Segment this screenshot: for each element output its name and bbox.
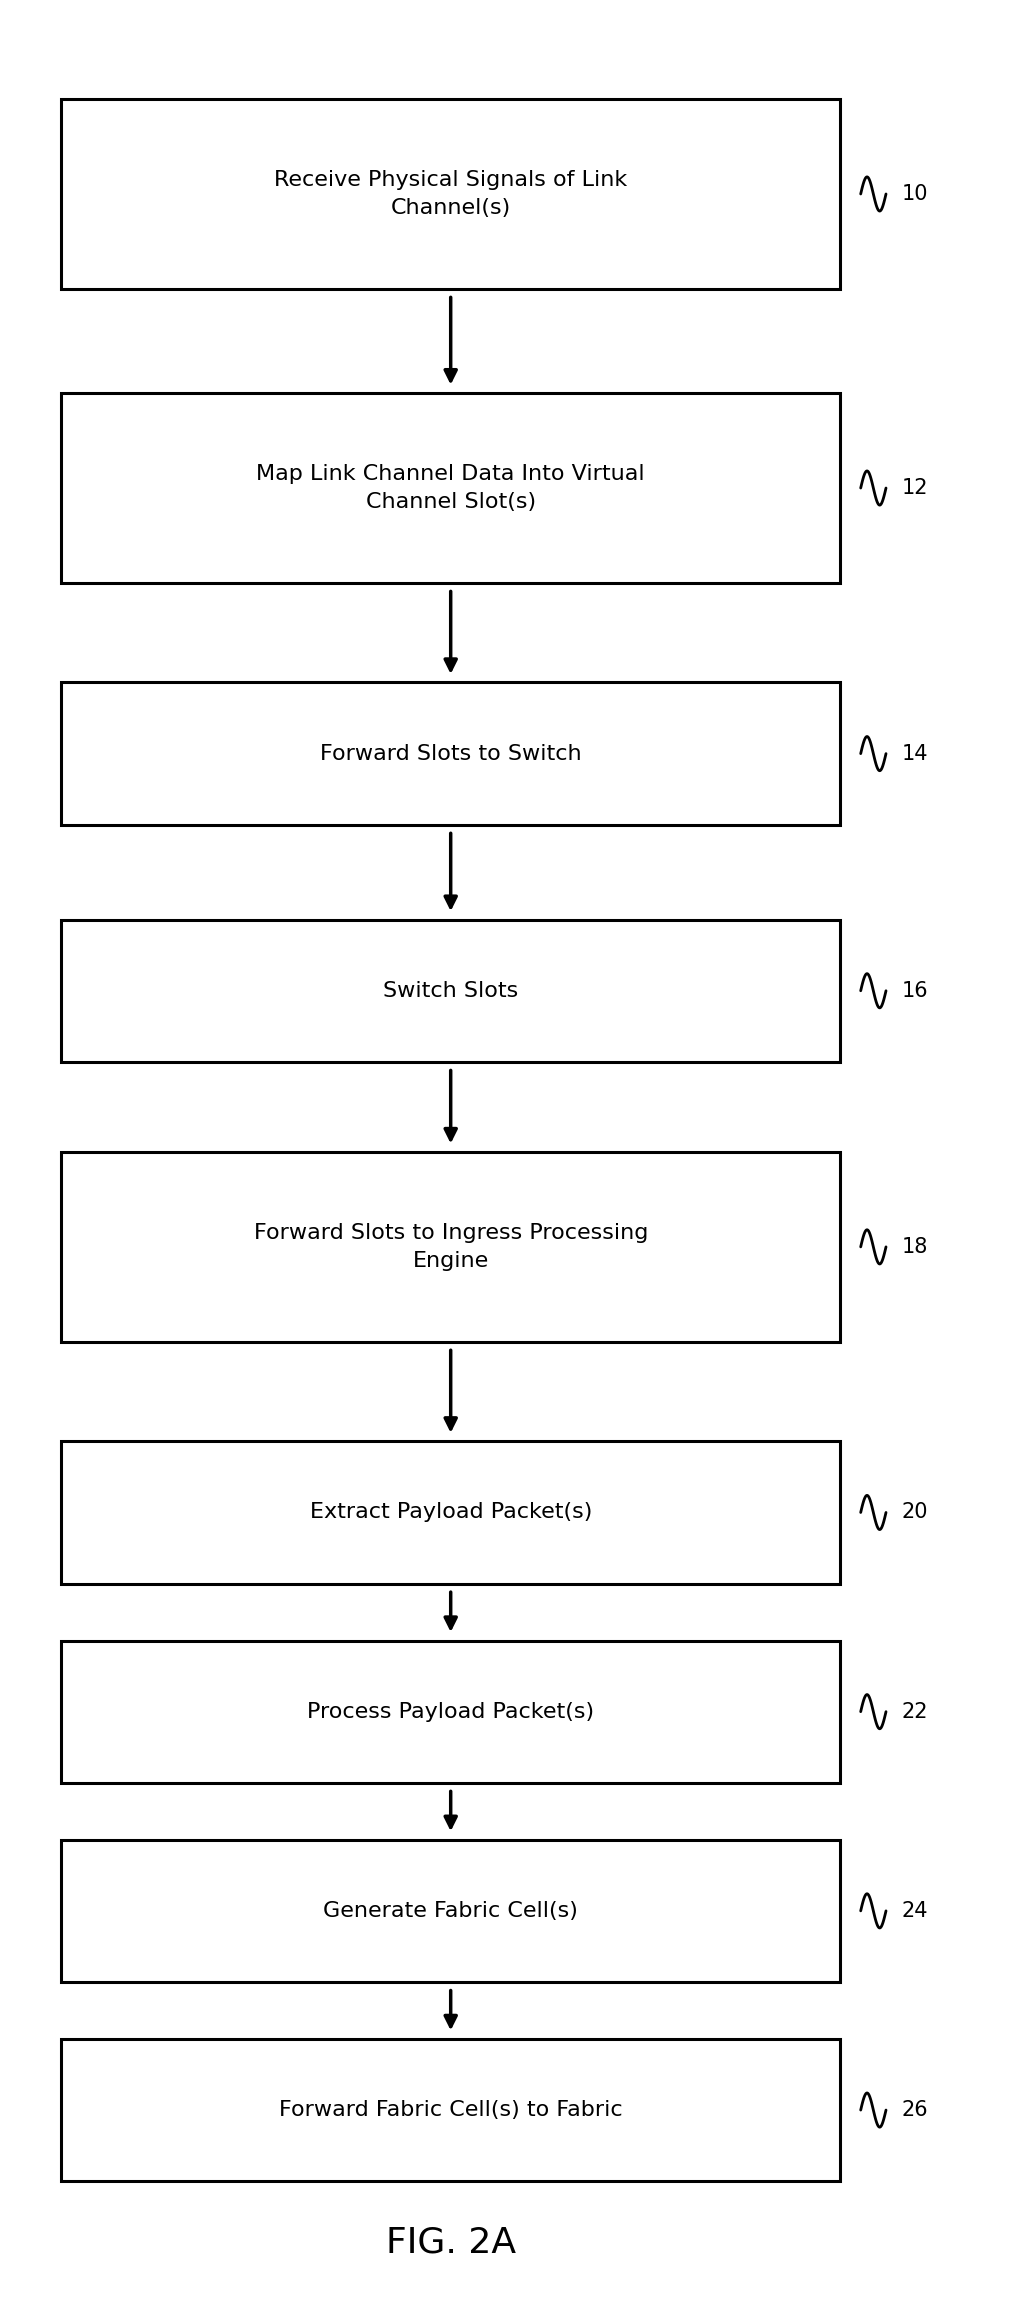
Bar [61,1152,841,1343]
Text: Generate Fabric Cell(s): Generate Fabric Cell(s) [323,1900,578,1921]
Text: 24: 24 [901,1900,928,1921]
Text: 10: 10 [901,184,928,204]
Bar [61,100,841,288]
Text: Process Payload Packet(s): Process Payload Packet(s) [307,1703,594,1721]
Text: Extract Payload Packet(s): Extract Payload Packet(s) [310,1503,592,1522]
Text: 22: 22 [901,1703,928,1721]
Text: 26: 26 [901,2100,928,2121]
Bar [61,2040,841,2181]
Bar [61,683,841,825]
Text: Forward Slots to Switch: Forward Slots to Switch [320,743,582,764]
Text: Receive Physical Signals of Link
Channel(s): Receive Physical Signals of Link Channel… [274,170,627,218]
Text: 14: 14 [901,743,928,764]
Bar [61,393,841,583]
Text: FIG. 2A: FIG. 2A [385,2225,515,2260]
Text: 18: 18 [901,1236,928,1257]
Bar [61,920,841,1062]
Text: 20: 20 [901,1503,928,1522]
Text: Forward Fabric Cell(s) to Fabric: Forward Fabric Cell(s) to Fabric [279,2100,623,2121]
Bar [61,1840,841,1982]
Text: Forward Slots to Ingress Processing
Engine: Forward Slots to Ingress Processing Engi… [253,1222,648,1271]
Text: 12: 12 [901,479,928,497]
Bar [61,1440,841,1584]
Bar [61,1640,841,1782]
Text: 16: 16 [901,980,928,1001]
Text: Switch Slots: Switch Slots [383,980,519,1001]
Text: Map Link Channel Data Into Virtual
Channel Slot(s): Map Link Channel Data Into Virtual Chann… [256,465,645,511]
